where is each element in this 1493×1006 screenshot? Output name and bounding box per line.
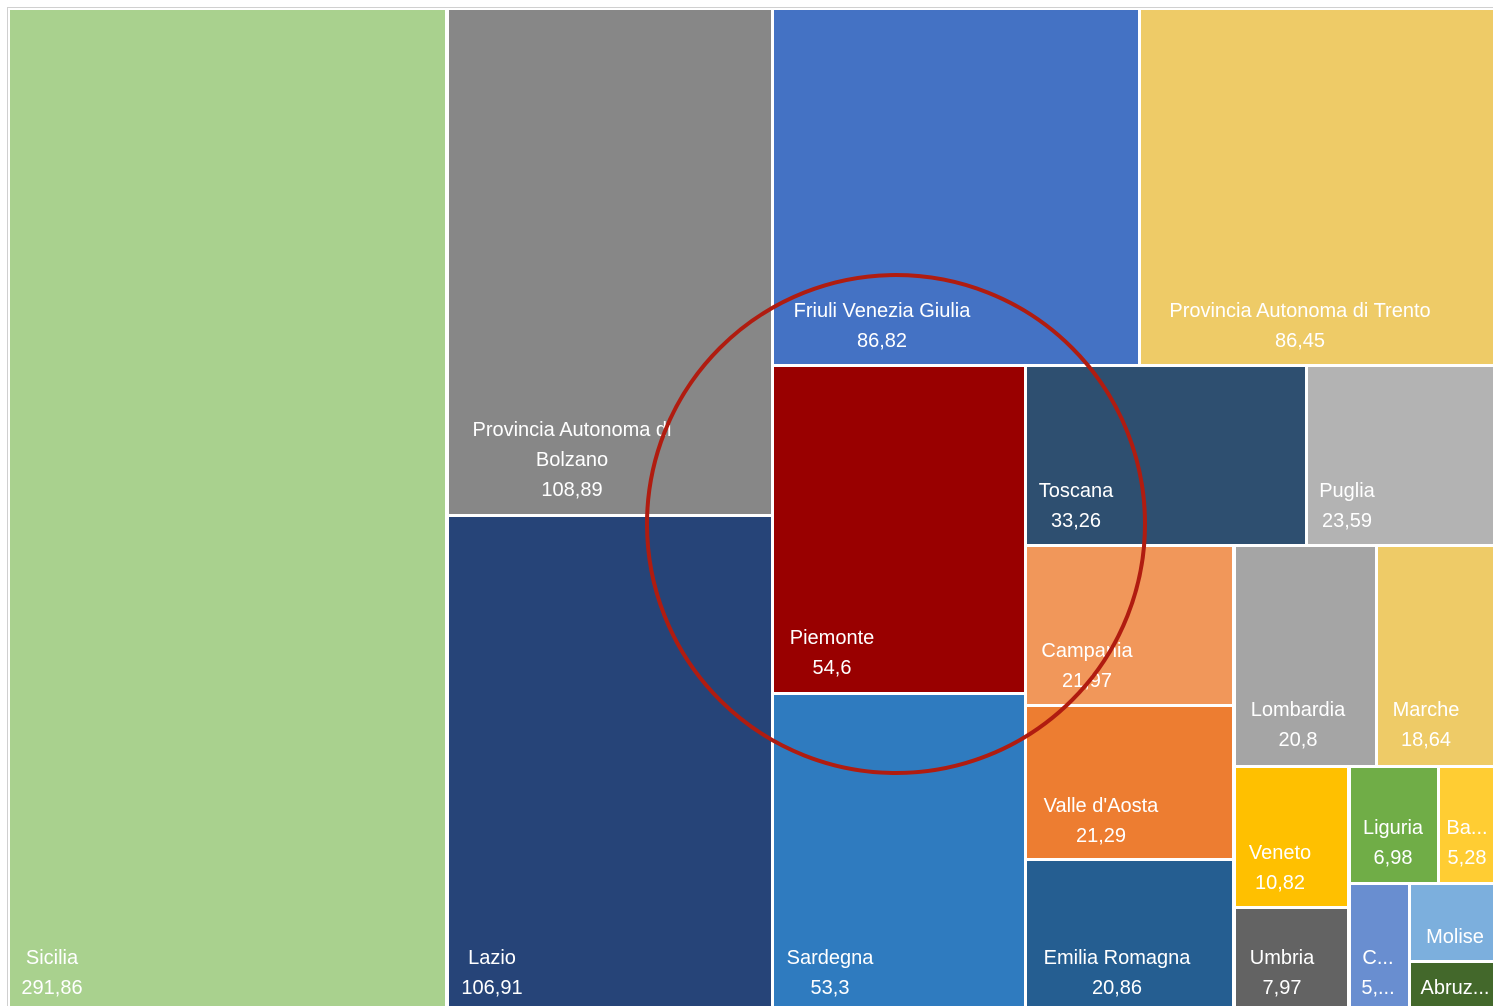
- tile-label: Lazio 106,91: [461, 943, 522, 1003]
- value-label: 6,98: [1373, 847, 1413, 869]
- tile-label: Campania 21,97: [1041, 636, 1132, 696]
- tile: Friuli Venezia Giulia 86,82: [774, 10, 1138, 364]
- tile-label: C... 5,...: [1361, 943, 1394, 1003]
- tile: Emilia Romagna 20,86: [1027, 861, 1232, 1006]
- value-label: 18,64: [1400, 729, 1452, 751]
- tile-label: Toscana 33,26: [1039, 476, 1114, 536]
- category-label: C...: [1362, 947, 1394, 969]
- category-label: Piemonte: [789, 627, 875, 649]
- tile: Lombardia 20,8: [1236, 547, 1375, 765]
- tile: Valle d'Aosta 21,29: [1027, 707, 1232, 858]
- value-label: 20,86: [1091, 977, 1143, 999]
- tile: Campania 21,97: [1027, 547, 1232, 704]
- category-label: Campania: [1041, 640, 1133, 662]
- tile: Veneto 10,82: [1236, 768, 1347, 906]
- category-label: Lombardia: [1250, 699, 1346, 721]
- value-label: 86,82: [856, 330, 908, 352]
- tile-label: Abruz...: [1421, 973, 1490, 1003]
- tile-label: Puglia 23,59: [1319, 476, 1375, 536]
- tile-label: Veneto 10,82: [1249, 838, 1311, 898]
- category-label: Sardegna: [786, 947, 874, 969]
- tile-label: Sicilia 291,86: [21, 943, 82, 1003]
- tile: Puglia 23,59: [1308, 367, 1493, 544]
- tile: Molise: [1411, 885, 1493, 960]
- tile: Marche 18,64: [1378, 547, 1493, 765]
- tile-label: Liguria 6,98: [1363, 813, 1423, 873]
- tile-label: Piemonte 54,6: [790, 623, 875, 683]
- tile: Umbria 7,97: [1236, 909, 1347, 1006]
- category-label: Valle d'Aosta: [1043, 795, 1159, 817]
- value-label: 21,97: [1061, 670, 1113, 692]
- value-label: 291,86: [21, 977, 83, 999]
- tile-label: Provincia Autonoma di Bolzano 108,89: [449, 415, 702, 505]
- category-label: Provincia Autonoma di Bolzano: [472, 419, 672, 471]
- value-label: 5,...: [1361, 977, 1395, 999]
- category-label: Umbria: [1249, 947, 1315, 969]
- tile: Ba... 5,28: [1440, 768, 1493, 882]
- tile-label: Emilia Romagna 20,86: [1044, 943, 1191, 1003]
- category-label: Provincia Autonoma di Trento: [1169, 300, 1431, 322]
- tile-label: Umbria 7,97: [1250, 943, 1314, 1003]
- tile-label: Marche 18,64: [1393, 695, 1460, 755]
- category-label: Lazio: [468, 947, 516, 969]
- tile: Piemonte 54,6: [774, 367, 1024, 692]
- value-label: 54,6: [812, 657, 852, 679]
- tile: Abruz...: [1411, 963, 1493, 1006]
- category-label: Toscana: [1038, 480, 1114, 502]
- value-label: 10,82: [1254, 872, 1306, 894]
- category-label: Liguria: [1362, 817, 1424, 839]
- tile: Sicilia 291,86: [10, 10, 445, 1006]
- tile: Sardegna 53,3: [774, 695, 1024, 1006]
- tile: Provincia Autonoma di Bolzano 108,89: [449, 10, 771, 514]
- tile-label: Friuli Venezia Giulia 86,82: [794, 296, 971, 356]
- category-label: Sicilia: [25, 947, 79, 969]
- tile: Liguria 6,98: [1351, 768, 1437, 882]
- value-label: 106,91: [461, 977, 523, 999]
- value-label: 7,97: [1262, 977, 1302, 999]
- value-label: 21,29: [1075, 825, 1127, 847]
- tile-label: Valle d'Aosta 21,29: [1044, 791, 1159, 851]
- category-label: Ba...: [1446, 817, 1488, 839]
- value-label: 5,28: [1447, 847, 1487, 869]
- tile: Toscana 33,26: [1027, 367, 1305, 544]
- tile: Provincia Autonoma di Trento 86,45: [1141, 10, 1493, 364]
- tile-label: Ba... 5,28: [1446, 813, 1487, 873]
- category-label: Molise: [1426, 926, 1484, 948]
- category-label: Marche: [1392, 699, 1460, 721]
- chart-frame: [7, 7, 1493, 1006]
- value-label: 86,45: [1274, 330, 1326, 352]
- value-label: 23,59: [1321, 510, 1373, 532]
- value-label: 33,26: [1050, 510, 1102, 532]
- tile-label: Provincia Autonoma di Trento 86,45: [1169, 296, 1430, 356]
- tile-label: Lombardia 20,8: [1251, 695, 1346, 755]
- tile: C... 5,...: [1351, 885, 1408, 1006]
- value-label: 53,3: [810, 977, 850, 999]
- category-label: Emilia Romagna: [1043, 947, 1191, 969]
- value-label: 108,89: [541, 479, 603, 501]
- category-label: Friuli Venezia Giulia: [793, 300, 971, 322]
- value-label: 20,8: [1278, 729, 1318, 751]
- tile: Lazio 106,91: [449, 517, 771, 1006]
- category-label: Abruz...: [1420, 977, 1490, 999]
- category-label: Veneto: [1248, 842, 1312, 864]
- tile-label: Sardegna 53,3: [787, 943, 874, 1003]
- tile-label: Molise: [1426, 922, 1484, 952]
- category-label: Puglia: [1319, 480, 1375, 502]
